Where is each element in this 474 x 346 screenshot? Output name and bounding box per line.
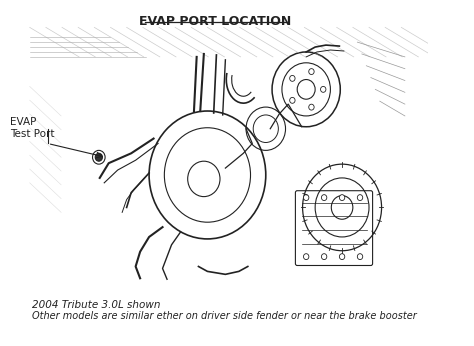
Circle shape — [321, 254, 327, 260]
Circle shape — [309, 104, 314, 110]
Circle shape — [290, 98, 295, 103]
Text: 2004 Tribute 3.0L shown: 2004 Tribute 3.0L shown — [32, 300, 161, 310]
Circle shape — [320, 86, 326, 92]
Text: EVAP PORT LOCATION: EVAP PORT LOCATION — [139, 15, 292, 28]
Circle shape — [95, 153, 102, 161]
Circle shape — [339, 195, 345, 201]
Circle shape — [357, 254, 363, 260]
Text: EVAP
Test Port: EVAP Test Port — [10, 117, 55, 138]
Circle shape — [339, 254, 345, 260]
Circle shape — [290, 75, 295, 81]
Circle shape — [321, 195, 327, 201]
Circle shape — [357, 195, 363, 201]
Circle shape — [309, 69, 314, 74]
Text: Other models are similar ether on driver side fender or near the brake booster: Other models are similar ether on driver… — [32, 311, 417, 321]
Circle shape — [303, 254, 309, 260]
Circle shape — [303, 195, 309, 201]
